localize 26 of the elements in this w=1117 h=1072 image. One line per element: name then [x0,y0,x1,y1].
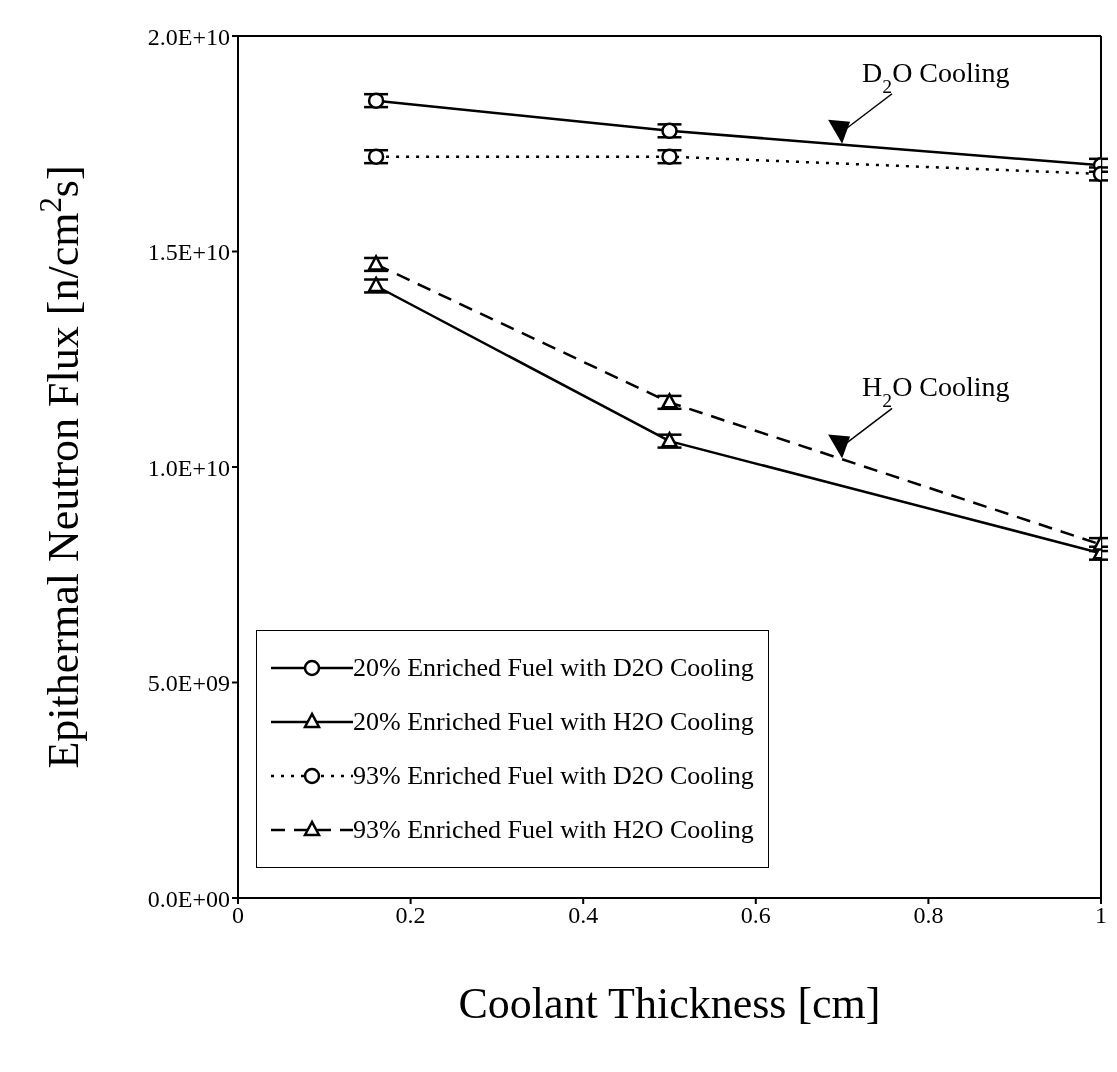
legend-label: 93% Enriched Fuel with D2O Cooling [353,761,754,791]
x-tick-label: 0.8 [913,902,944,929]
x-tick-label: 0.2 [395,902,426,929]
point [367,92,385,109]
y-tick-label: 1.5E+10 [147,239,230,266]
point [661,393,678,409]
point [367,276,385,293]
point [367,255,385,271]
x-axis-title: Coolant Thickness [cm] [458,979,881,1028]
annotation: D$_{2}$O Cooling [862,56,1010,97]
y-tick-label: 0.0E+00 [147,885,230,912]
x-tick-label: 0.4 [568,902,599,929]
x-tick-label: 0 [232,902,244,929]
annotation: H$_{2}$O Cooling [862,371,1010,411]
y-tick-label: 2.0E+10 [147,23,230,50]
point [367,148,385,165]
x-tick-label: 1 [1095,902,1107,929]
y-tick-label: 5.0E+09 [147,670,230,697]
legend-label: 20% Enriched Fuel with H2O Cooling [353,707,754,737]
point [661,431,678,448]
point [661,148,678,165]
legend-label: 20% Enriched Fuel with D2O Cooling [353,653,754,683]
point [661,122,678,140]
y-tick-label: 1.0E+10 [147,454,230,481]
legend-label: 93% Enriched Fuel with H2O Cooling [353,815,754,845]
x-tick-label: 0.6 [740,902,771,929]
